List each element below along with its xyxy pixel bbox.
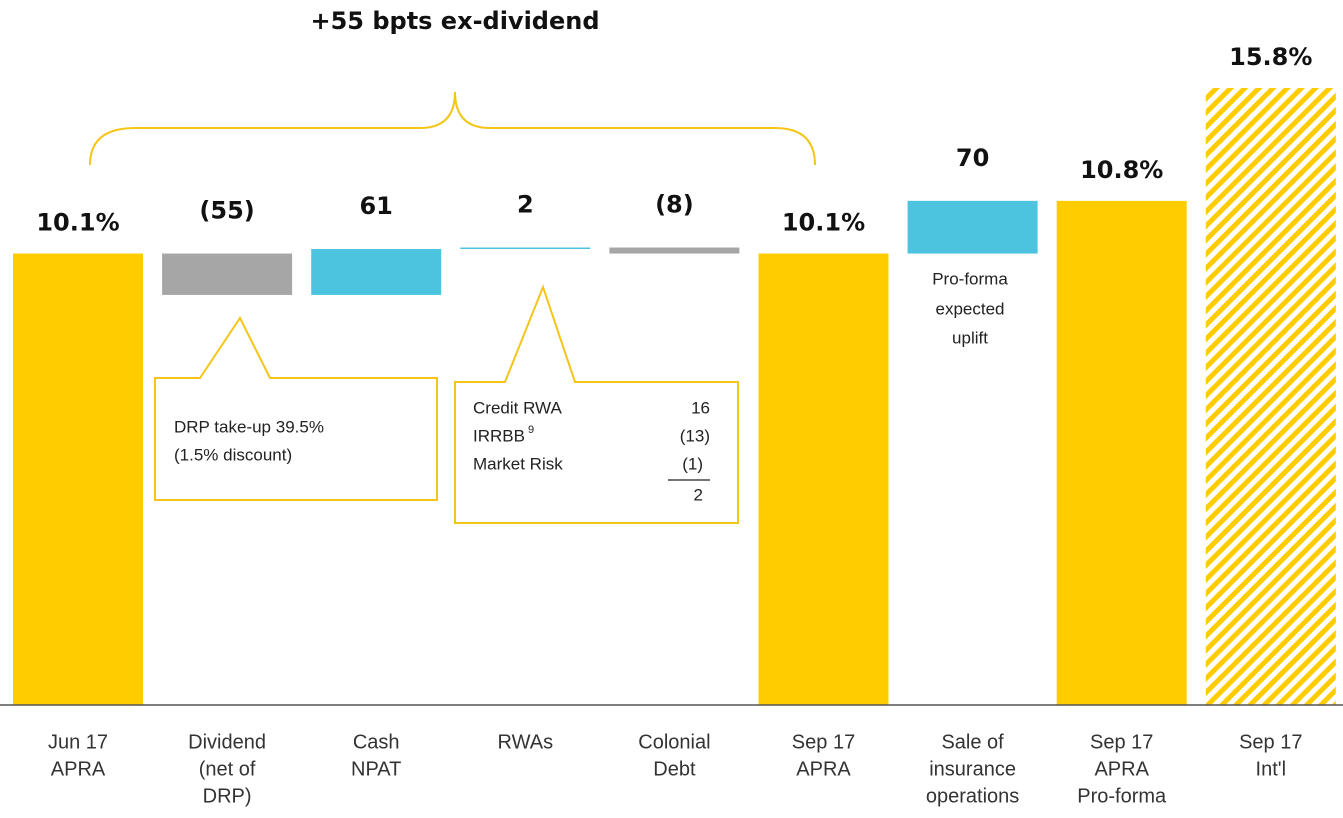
x-tick-label: insurance	[929, 758, 1016, 780]
x-tick-label: NPAT	[351, 758, 401, 780]
note-text: Credit RWA	[473, 398, 562, 417]
value-label: 10.1%	[782, 209, 865, 237]
bar	[311, 249, 442, 295]
x-tick-label: Cash	[353, 731, 400, 753]
x-tick-label: Sep 17	[1239, 731, 1302, 753]
note-text: (1.5% discount)	[174, 445, 292, 464]
value-label: 10.8%	[1080, 156, 1163, 184]
callout-box	[154, 316, 438, 501]
note-text: 2	[694, 485, 703, 504]
x-tick-label: APRA	[796, 758, 851, 780]
value-label: (55)	[199, 197, 254, 225]
note-text: 16	[691, 398, 710, 417]
bar	[609, 247, 740, 254]
bar	[13, 253, 143, 705]
x-tick-label: Jun 17	[48, 731, 108, 753]
superscript: 9	[528, 424, 534, 436]
note-text: (13)	[680, 426, 710, 445]
x-tick-label: (net of	[199, 758, 256, 780]
x-tick-label: APRA	[1094, 758, 1149, 780]
bar	[460, 247, 591, 250]
note-text: Pro-forma	[932, 269, 1008, 288]
bar	[1205, 88, 1336, 705]
note-text: Market Risk	[473, 454, 563, 473]
value-label: 2	[517, 191, 534, 219]
x-tick-label: Sep 17	[792, 731, 855, 753]
x-tick-label: Sale of	[941, 731, 1004, 753]
note-text: expected	[936, 299, 1005, 318]
chart-title: +55 bpts ex-dividend	[310, 7, 599, 35]
x-tick-label: Colonial	[638, 731, 710, 753]
x-tick-label: DRP)	[203, 785, 252, 807]
callout-box	[454, 284, 739, 524]
brace	[89, 91, 816, 166]
value-label: 61	[359, 192, 392, 220]
value-label: 70	[956, 144, 989, 172]
note-text: IRRBB	[473, 426, 525, 445]
x-tick-label: APRA	[51, 758, 106, 780]
x-tick-label: Debt	[653, 758, 696, 780]
bar	[758, 253, 889, 705]
note-text: DRP take-up 39.5%	[174, 417, 324, 436]
x-tick-label: RWAs	[498, 731, 554, 753]
bars	[13, 88, 1336, 706]
x-tick-label: Sep 17	[1090, 731, 1153, 753]
value-label: 15.8%	[1229, 43, 1312, 71]
bar	[907, 200, 1038, 254]
bar	[162, 253, 293, 295]
value-label: (8)	[655, 191, 694, 219]
note-text: (1)	[682, 454, 703, 473]
x-tick-label: Pro-forma	[1077, 785, 1167, 807]
bar	[1056, 200, 1187, 706]
x-tick-label: operations	[926, 785, 1019, 807]
value-label: 10.1%	[36, 209, 119, 237]
note-text: uplift	[952, 328, 988, 347]
x-tick-label: Dividend	[188, 731, 266, 753]
x-tick-label: Int'l	[1256, 758, 1287, 780]
